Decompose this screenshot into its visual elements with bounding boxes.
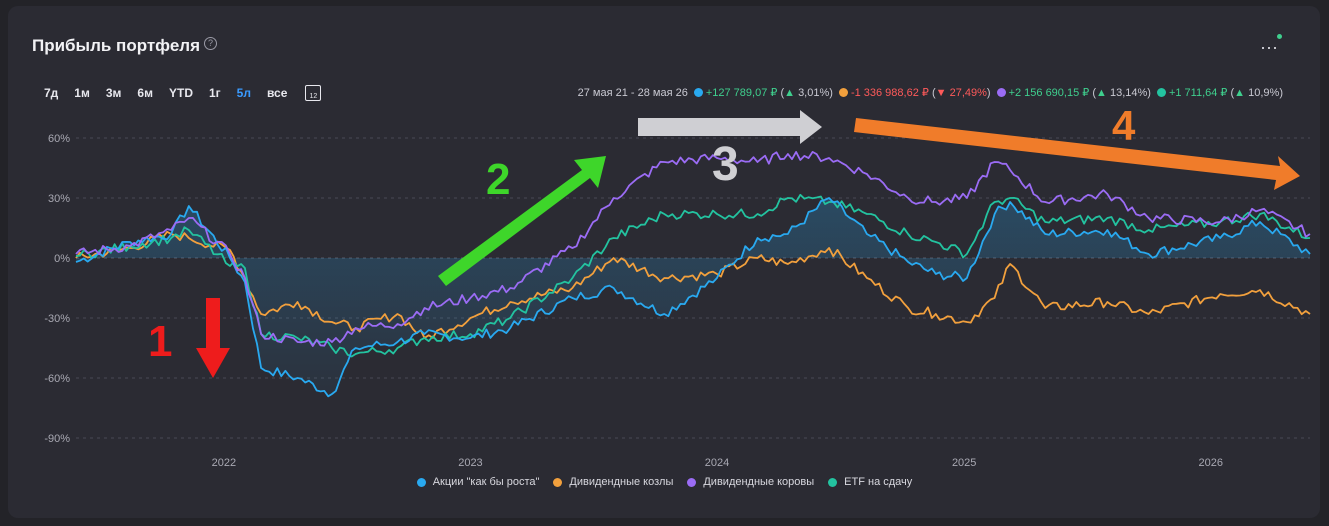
- range-1y[interactable]: 1г: [208, 86, 221, 100]
- series-dot: [838, 88, 848, 97]
- date-range: 27 мая 21 - 28 мая 26: [577, 86, 688, 99]
- range-7d[interactable]: 7д: [44, 86, 59, 100]
- title-row: Прибыль портфеля ?: [32, 36, 218, 56]
- summary-change: 3,01%: [798, 87, 830, 99]
- legend-label: Акции "как бы роста": [432, 476, 540, 488]
- series-line-1[interactable]: [75, 197, 1311, 398]
- legend-label: Дивидендные коровы: [703, 476, 815, 488]
- summary-value: +127 789,07 ₽: [705, 87, 778, 99]
- legend-item[interactable]: Дивидендные коровы: [687, 476, 814, 488]
- range-all[interactable]: все: [266, 86, 288, 100]
- x-tick-label: 2026: [1198, 457, 1222, 469]
- summary-item: +1 711,64 ₽ (▲ 10,9%): [1156, 86, 1283, 99]
- series-line-2[interactable]: [75, 230, 1311, 339]
- x-tick-label: 2025: [952, 457, 976, 469]
- x-tick-label: 2022: [212, 457, 236, 469]
- triangle-up-icon: ▲: [784, 87, 795, 99]
- series-area: [76, 198, 1310, 397]
- x-tick-label: 2024: [705, 457, 729, 469]
- summary-value: +2 156 690,15 ₽: [1008, 87, 1090, 99]
- annotation-arrow-4: [854, 118, 1300, 190]
- annotation-arrow-3: [638, 110, 822, 144]
- legend-dot: [828, 477, 838, 487]
- legend-dot: [416, 477, 426, 487]
- triangle-down-icon: ▼: [935, 87, 947, 99]
- summary-value: -1 336 988,62 ₽: [850, 87, 929, 99]
- summary-change: 13,14%: [1109, 87, 1148, 99]
- page-title: Прибыль портфеля: [32, 36, 201, 55]
- triangle-up-icon: ▲: [1096, 87, 1107, 99]
- annotation-arrow-1: [196, 298, 230, 378]
- series-dot: [693, 88, 703, 97]
- x-tick-label: 2023: [458, 457, 482, 469]
- y-tick-label: -90%: [44, 433, 70, 445]
- legend-item[interactable]: Акции "как бы роста": [416, 476, 540, 488]
- notification-dot: [1277, 34, 1282, 39]
- series-line-3[interactable]: [75, 151, 1311, 347]
- summary-change: 10,9%: [1248, 87, 1280, 99]
- legend-label: Дивидендные козлы: [569, 476, 674, 488]
- legend-item[interactable]: Дивидендные козлы: [553, 476, 673, 488]
- y-tick-label: 0%: [54, 253, 70, 265]
- series-line-4[interactable]: [75, 193, 1311, 358]
- range-ytd[interactable]: YTD: [168, 86, 193, 100]
- calendar-icon[interactable]: 12: [305, 85, 322, 101]
- annotation-arrow-2: [438, 156, 606, 286]
- triangle-up-icon: ▲: [1234, 87, 1246, 99]
- series-dot: [1156, 88, 1166, 97]
- annotation-label-2: 2: [486, 155, 510, 204]
- legend-dot: [553, 477, 563, 487]
- range-5y[interactable]: 5л: [236, 86, 251, 100]
- annotation-label-3: 3: [712, 138, 739, 191]
- annotation-label-4: 4: [1112, 102, 1136, 149]
- chart-legend: Акции "как бы роста" Дивидендные козлы Д…: [0, 476, 1329, 488]
- summary-item: -1 336 988,62 ₽ (▼ 27,49%): [838, 86, 991, 99]
- range-selector: 7д 1м 3м 6м YTD 1г 5л все 12: [36, 84, 322, 102]
- legend-dot: [687, 477, 697, 487]
- y-tick-label: 60%: [48, 133, 70, 145]
- summary-value: +1 711,64 ₽: [1168, 87, 1228, 99]
- summary-item: +2 156 690,15 ₽ (▲ 13,14%): [996, 86, 1151, 99]
- summary-change: 27,49%: [949, 87, 987, 99]
- period-summary: 27 мая 21 - 28 мая 26 +127 789,07 ₽ (▲ 3…: [577, 86, 1283, 100]
- range-6m[interactable]: 6м: [137, 86, 153, 100]
- help-icon[interactable]: ?: [204, 36, 218, 50]
- range-1m[interactable]: 1м: [74, 86, 90, 100]
- legend-item[interactable]: ETF на сдачу: [828, 476, 912, 488]
- series-dot: [996, 88, 1006, 97]
- legend-label: ETF на сдачу: [844, 476, 913, 488]
- annotation-label-1: 1: [148, 317, 172, 366]
- summary-item: +127 789,07 ₽ (▲ 3,01%): [693, 86, 833, 99]
- more-menu-icon[interactable]: ⋯: [1260, 38, 1279, 58]
- y-tick-label: -60%: [44, 373, 70, 385]
- range-3m[interactable]: 3м: [105, 86, 122, 100]
- y-tick-label: 30%: [48, 193, 70, 205]
- y-tick-label: -30%: [44, 313, 70, 325]
